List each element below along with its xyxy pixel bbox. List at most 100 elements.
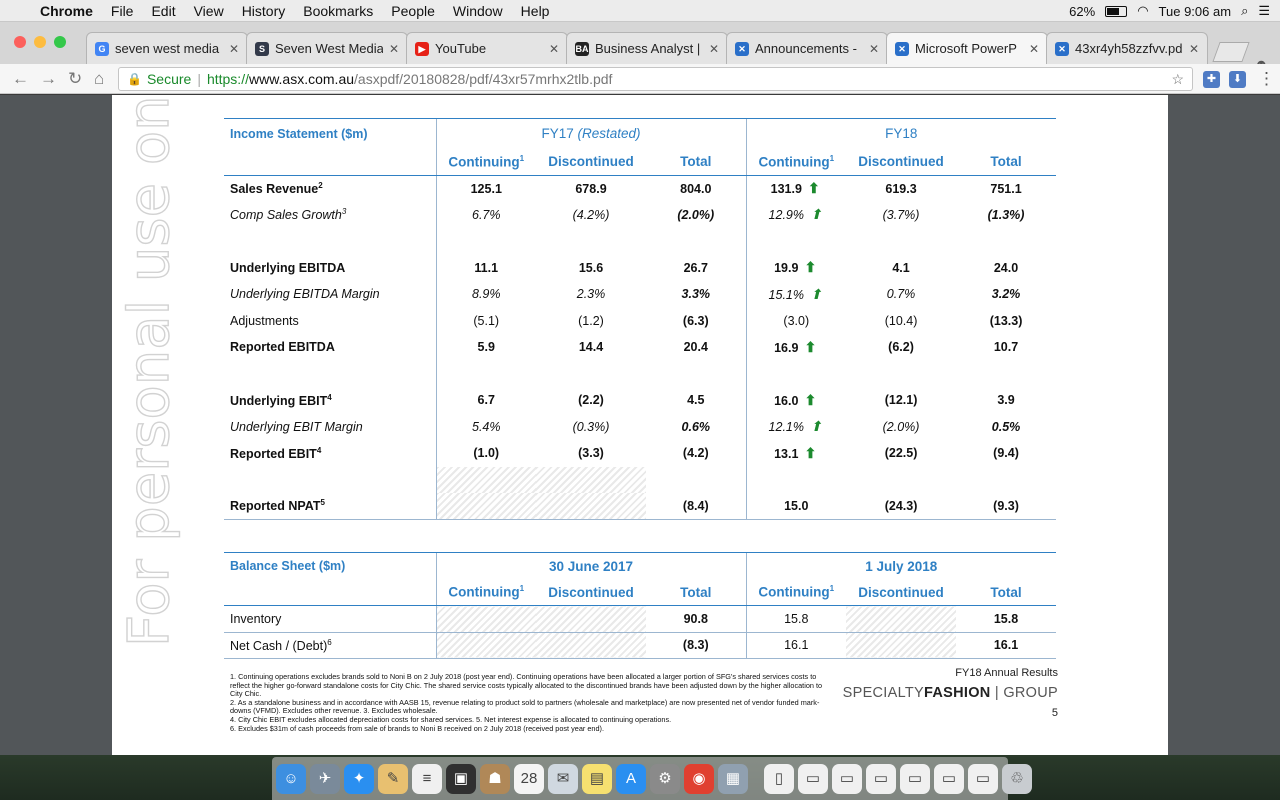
table-row: Reported EBITDA 5.9 14.4 20.4 16.9 ⬆ (6.2) 10.7 [224,334,1056,361]
close-tab-icon[interactable]: ✕ [388,41,399,56]
footnote-2: 2. As a standalone business and in accor… [230,697,820,716]
notification-center-icon[interactable]: ☰ [1258,3,1270,18]
spacer-cell [435,466,536,493]
download-extension-icon[interactable]: ⬇ [1229,71,1246,88]
forward-arrow-icon[interactable]: → [40,69,57,88]
document-icon[interactable]: ▯ [764,763,794,794]
footnote-ref: 1 [519,584,525,594]
spacer-row [224,360,1056,387]
spacer-row [224,228,1056,255]
menu-file[interactable]: File [110,2,134,19]
close-tab-icon[interactable]: ✕ [868,41,879,56]
browser-tab[interactable]: BA Business Analyst | ✕ [566,32,728,64]
table-cell [435,493,536,520]
system-preferences-icon[interactable]: ⚙ [650,763,680,794]
bookmark-star-icon[interactable]: ☆ [1171,70,1184,87]
extension-icon[interactable]: ✚ [1203,71,1220,88]
browser-tab[interactable]: ✕ Microsoft PowerP ✕ [886,32,1048,64]
table-cell: 15.8 [745,605,847,633]
close-tab-icon[interactable]: ✕ [228,41,239,56]
table-cell: 16.1 [956,632,1057,659]
close-tab-icon[interactable]: ✕ [1028,41,1039,56]
wifi-icon[interactable]: ◠ [1137,3,1149,18]
home-icon[interactable]: ⌂ [94,69,105,88]
contacts-icon[interactable]: ☗ [480,763,510,794]
row-label: Reported EBITDA [224,334,436,361]
cell-value: 10.7 [993,340,1019,355]
fy18-header: FY18 [745,118,1057,149]
cell-value: 4.1 [892,260,910,275]
browser-tab[interactable]: ✕ 43xr4yh58zzfvv.pd ✕ [1046,32,1208,64]
reload-icon[interactable]: ↻ [68,69,83,88]
chrome-icon[interactable]: ◉ [684,763,714,794]
finder-icon[interactable]: ☺ [276,763,306,794]
logo-part-1: SPECIALTY [842,685,925,701]
table-cell: (22.5) [846,440,956,467]
watermark-text: For personal use only [117,95,182,647]
close-tab-icon[interactable]: ✕ [708,41,719,56]
table-cell [435,605,536,633]
income-statement-title: Income Statement ($m) [224,118,436,149]
app-store-icon[interactable]: A [616,763,646,794]
footnote-1: 1. Continuing operations excludes brands… [230,672,823,699]
preview-icon[interactable]: ✉ [548,763,578,794]
calendar-icon[interactable]: 28 [514,763,544,794]
column-header-label: Continuing [758,154,830,170]
close-tab-icon[interactable]: ✕ [1188,41,1199,56]
cell-value: 13.1 [774,446,799,461]
spacer-cell [435,228,536,255]
menu-view[interactable]: View [193,2,224,19]
close-window-button[interactable] [14,36,26,48]
watermark: For personal use only [116,95,182,648]
menu-people[interactable]: People [391,2,435,19]
clock[interactable]: Tue 9:06 am [1158,3,1232,19]
document-icon[interactable]: ▭ [866,763,896,794]
safari-icon[interactable]: ✦ [344,763,374,794]
menu-edit[interactable]: Edit [151,2,176,19]
menu-app-name[interactable]: Chrome [40,2,93,19]
menu-window[interactable]: Window [452,2,503,19]
image-capture-icon[interactable]: ▦ [718,763,748,794]
pdf-viewer[interactable]: For personal use only Income Statement (… [0,95,1280,755]
battery-icon[interactable] [1105,5,1128,17]
browser-tab[interactable]: S Seven West Media ✕ [246,32,408,64]
menu-help[interactable]: Help [520,2,550,19]
spotlight-icon[interactable]: ⌕ [1241,3,1249,18]
launchpad-icon[interactable]: ✈ [310,763,340,794]
trash-icon[interactable]: ♲ [1002,763,1032,794]
menu-history[interactable]: History [241,2,286,19]
table-cell: 16.0 ⬆ [745,387,847,414]
photo-booth-icon[interactable]: ▣ [446,763,476,794]
footnotes: 1. Continuing operations excludes brands… [230,672,830,733]
lock-icon[interactable]: 🔒 [127,72,142,86]
document-icon[interactable]: ▭ [900,763,930,794]
document-icon[interactable]: ▭ [832,763,862,794]
back-arrow-icon[interactable]: ← [12,69,29,88]
minimize-window-button[interactable] [34,36,46,48]
table-cell: 804.0 [646,175,746,202]
table-cell [536,605,646,633]
menu-kebab-icon[interactable]: ⋮ [1258,69,1275,88]
table-cell: 5.4% [435,413,536,440]
notes-icon[interactable]: ✎ [378,763,408,794]
new-tab-button[interactable] [1212,42,1250,62]
document-icon[interactable]: ▭ [934,763,964,794]
reminders-icon[interactable]: ≡ [412,763,442,794]
menu-bookmarks[interactable]: Bookmarks [303,2,374,19]
browser-tab[interactable]: ▶ YouTube ✕ [406,32,568,64]
fy17-note: (Restated) [577,126,641,142]
cell-value: (9.4) [993,446,1019,461]
stickies-icon[interactable]: ▤ [582,763,612,794]
document-icon[interactable]: ▭ [798,763,828,794]
address-bar[interactable]: 🔒 Secure | https:// www.asx.com.au /asxp… [118,67,1193,91]
table-cell: (9.3) [956,493,1057,520]
table-cell: 2.3% [536,281,646,308]
cell-value: 12.9% [768,208,804,223]
zoom-window-button[interactable] [54,36,66,48]
close-tab-icon[interactable]: ✕ [548,41,559,56]
row-label-text: Reported NPAT [230,499,321,514]
browser-tab[interactable]: ✕ Announcements - ✕ [726,32,888,64]
column-header: Total [956,148,1057,176]
document-icon[interactable]: ▭ [968,763,998,794]
